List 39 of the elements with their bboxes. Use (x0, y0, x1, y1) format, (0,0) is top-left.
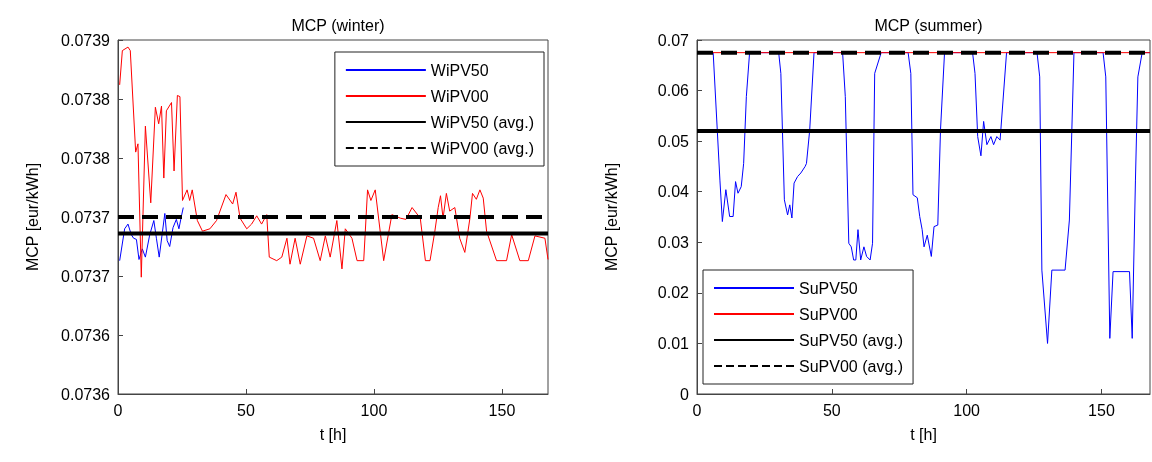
x-axis-title: t [h] (910, 425, 937, 443)
legend-label: SuPV50 (avg.) (799, 331, 904, 349)
chart-title: MCP (summer) (874, 16, 983, 34)
legend-label: WiPV00 (avg.) (430, 139, 534, 157)
y-tick-label: 0.0736 (61, 385, 111, 403)
y-tick-label: 0.05 (657, 132, 690, 150)
legend-label: WiPV50 (avg.) (430, 113, 534, 131)
y-tick-label: 0.07 (657, 31, 690, 49)
x-tick-label: 50 (822, 401, 841, 419)
x-axis-title: t [h] (319, 425, 347, 443)
line-series (119, 207, 184, 262)
y-tick-label: 0.0738 (61, 90, 111, 108)
x-tick-label: 100 (953, 401, 981, 419)
x-tick-label: 50 (237, 401, 255, 419)
chart-title: MCP (winter) (291, 16, 385, 34)
legend-label: WiPV50 (430, 61, 489, 79)
y-tick-label: 0.02 (657, 284, 690, 302)
x-tick-label: 150 (1088, 401, 1115, 419)
line-series (119, 46, 549, 278)
y-tick-label: 0.04 (657, 183, 690, 201)
y-axis-title: MCP [eur/kWh] (23, 162, 41, 272)
x-tick-label: 0 (692, 401, 702, 419)
y-tick-label: 0.0737 (61, 208, 111, 226)
legend-label: SuPV00 (799, 305, 858, 323)
x-tick-label: 0 (113, 401, 123, 419)
y-tick-label: 0.0736 (61, 326, 111, 344)
y-tick-label: 0.0738 (61, 149, 111, 167)
y-tick-label: 0.03 (657, 233, 690, 251)
x-tick-label: 150 (488, 401, 516, 419)
legend-label: WiPV00 (430, 87, 489, 105)
legend-label: SuPV00 (avg.) (799, 357, 904, 375)
y-axis-title: MCP [eur/kWh] (602, 162, 620, 272)
x-tick-label: 100 (360, 401, 388, 419)
y-tick-label: 0.01 (657, 334, 690, 352)
y-tick-label: 0 (680, 385, 690, 403)
y-tick-label: 0.0739 (61, 31, 111, 49)
legend-label: SuPV50 (799, 279, 858, 297)
y-tick-label: 0.0737 (61, 267, 111, 285)
y-tick-label: 0.06 (657, 82, 690, 100)
